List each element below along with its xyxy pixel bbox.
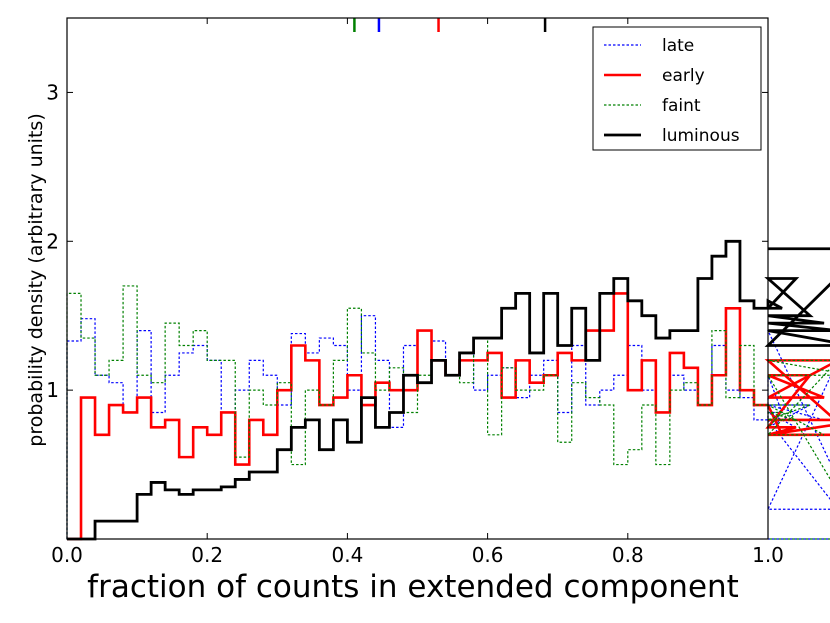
top-marker-layer [353, 18, 547, 32]
y-axis-label: probability density (arbitrary units) [25, 113, 47, 446]
x-tick-label: 1.0 [752, 543, 784, 567]
series-layer [66, 239, 830, 541]
legend-label-luminous: luminous [662, 126, 740, 146]
x-tick-label: 0.0 [51, 543, 83, 567]
y-tick-label: 3 [46, 80, 59, 104]
legend-label-late: late [662, 36, 694, 56]
legend-box [592, 26, 762, 151]
x-tick-label: 0.6 [472, 543, 504, 567]
plot-frame [66, 17, 769, 540]
y-tick-label: 1 [46, 378, 59, 402]
x-tick-label: 0.4 [331, 543, 363, 567]
legend: late early faint luminous [592, 26, 762, 151]
legend-label-early: early [662, 66, 705, 86]
y-tick-label: 2 [46, 229, 59, 253]
series-faint-histogram [66, 285, 830, 540]
x-tick-label: 0.2 [191, 543, 223, 567]
y-axis: 1 2 3 [46, 80, 768, 402]
x-tick-label: 0.8 [612, 543, 644, 567]
series-luminous-histogram [67, 239, 830, 541]
x-axis-label: fraction of counts in extended component [87, 569, 739, 605]
legend-label-faint: faint [662, 96, 701, 116]
x-axis: 0.0 0.2 0.4 0.6 0.8 1.0 [51, 18, 784, 567]
